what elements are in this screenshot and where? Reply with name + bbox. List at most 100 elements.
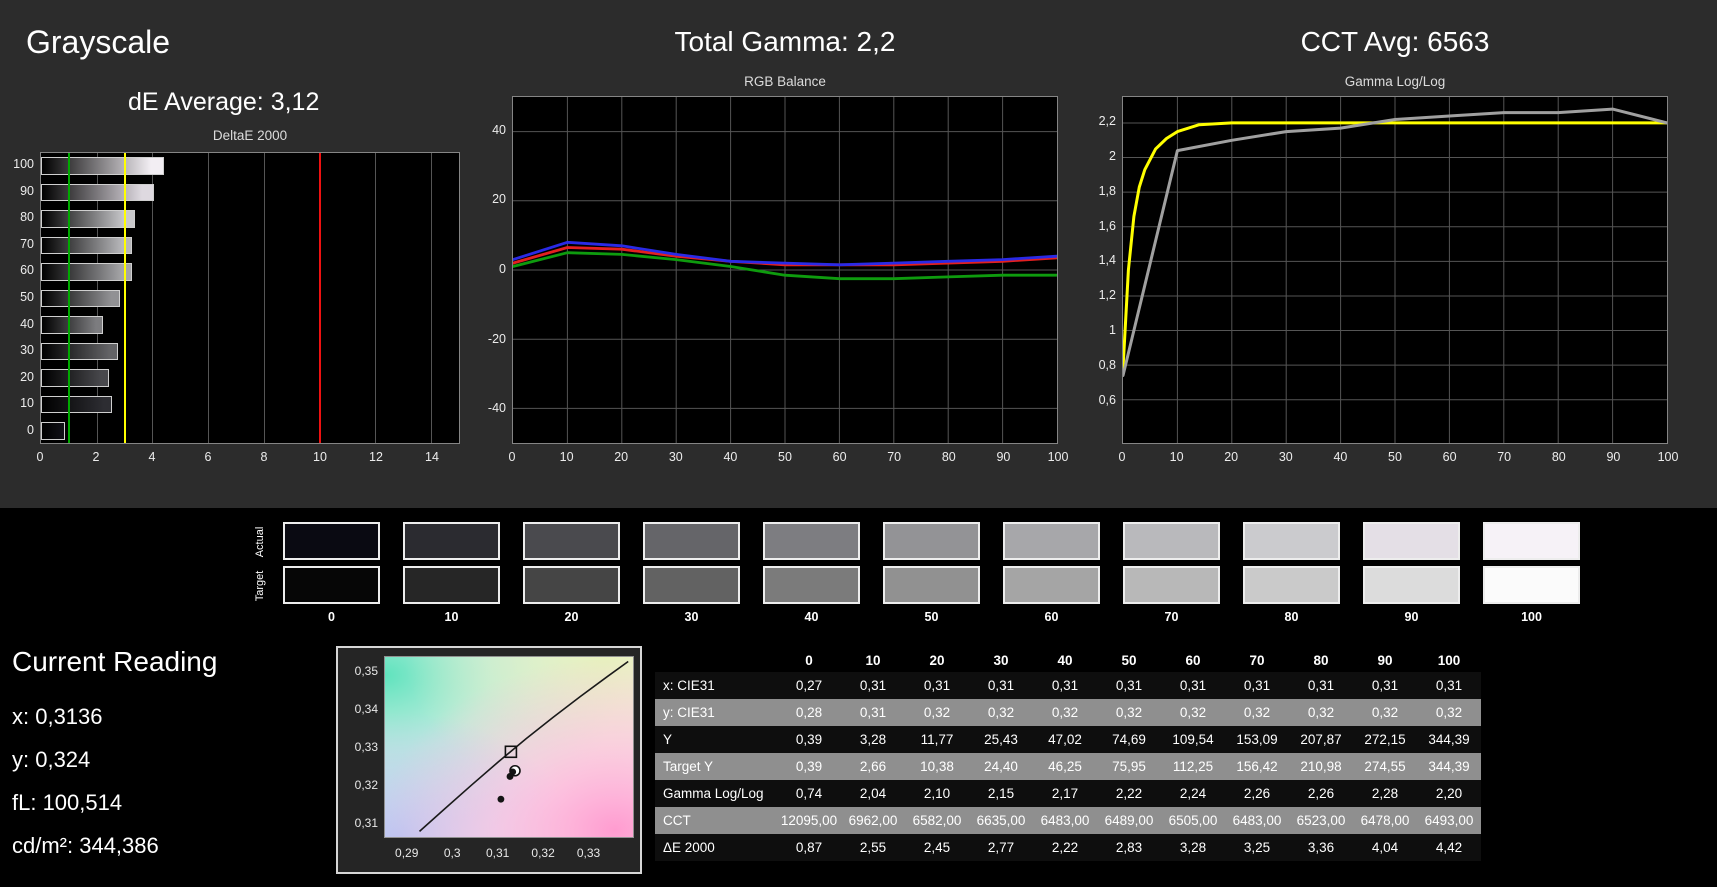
- swatch-column: 40: [763, 522, 860, 634]
- table-cell: 4,42: [1435, 840, 1463, 855]
- table-cell: 2,22: [1115, 786, 1143, 801]
- deltae-y-tick: 50: [20, 290, 34, 304]
- table-header-cell: 50: [1097, 648, 1161, 672]
- y-tick-label: 1,6: [1098, 218, 1116, 233]
- target-swatch: [643, 566, 740, 604]
- y-tick-label: -20: [487, 331, 506, 346]
- target-point-marker: [504, 745, 518, 759]
- table-cell: 0,32: [1051, 705, 1079, 720]
- actual-swatch: [1483, 522, 1580, 560]
- table-cell: 2,66: [859, 759, 887, 774]
- swatch-column: 0: [283, 522, 380, 634]
- table-cell: 2,28: [1371, 786, 1399, 801]
- table-cell: 207,87: [1300, 732, 1342, 747]
- row-label: y: CIE31: [663, 705, 715, 720]
- cie-x-tick: 0,32: [531, 846, 555, 860]
- y-tick-label: 20: [492, 192, 506, 207]
- table-cell: 2,20: [1435, 786, 1463, 801]
- page-title: Grayscale: [26, 24, 171, 60]
- table-cell: 153,09: [1236, 732, 1278, 747]
- table-cell: 75,95: [1112, 759, 1146, 774]
- swatch-column: 50: [883, 522, 980, 634]
- table-cell: 2,24: [1179, 786, 1207, 801]
- reading-fl: fL: 100,514: [12, 790, 123, 815]
- reference-line-green: [67, 153, 70, 443]
- swatch-label: 20: [564, 610, 579, 624]
- cie-diagram: 0,35 0,34 0,33 0,32 0,31 0,29 0,3 0,31 0,32 0,33: [336, 646, 642, 874]
- swatch-label: 80: [1284, 610, 1299, 624]
- table-cell: 0,31: [987, 678, 1015, 693]
- row-label: Target Y: [663, 759, 714, 774]
- table-cell: 0,31: [923, 678, 951, 693]
- deltae-bar: [41, 263, 133, 281]
- table-header-cell: 40: [1033, 648, 1097, 672]
- actual-swatch: [403, 522, 500, 560]
- cct-avg-title: CCT Avg: 6563: [1300, 26, 1490, 57]
- table-header-cell: 80: [1289, 648, 1353, 672]
- rgb-balance-plot-area: [513, 97, 1057, 443]
- current-reading-title: Current Reading: [12, 646, 218, 677]
- deltae-y-tick: 20: [20, 369, 34, 384]
- table-cell: 2,45: [923, 840, 951, 855]
- table-cell: 0,39: [795, 732, 823, 747]
- table-cell: 3,28: [859, 732, 887, 747]
- reading-x: x: 0,3136: [12, 704, 103, 729]
- row-label: Y: [663, 732, 673, 747]
- target-swatch: [763, 566, 860, 604]
- table-cell: 0,74: [795, 786, 823, 801]
- cie-y-tick: 0,32: [354, 777, 378, 792]
- y-tick-label: 1,8: [1098, 183, 1116, 198]
- swatch-label: 100: [1521, 610, 1542, 624]
- cie-x-tick: 0,29: [395, 846, 419, 860]
- deltae-bar: [41, 183, 154, 202]
- table-cell: 210,98: [1300, 759, 1342, 774]
- table-cell: 0,31: [859, 678, 887, 693]
- x-tick-label: 50: [778, 450, 792, 464]
- cie-y-tick: 0,31: [354, 815, 378, 830]
- table-head: 0 10 20 30 40 50 60 70 80 90 100: [655, 648, 1481, 672]
- y-tick-label: 2,2: [1098, 114, 1116, 129]
- deltae-y-tick: 10: [20, 396, 34, 411]
- table-cell: 2,83: [1115, 840, 1143, 855]
- deltae-y-tick: 60: [20, 263, 34, 278]
- table-cell: 2,77: [987, 840, 1015, 855]
- y-tick-label: 40: [492, 122, 506, 137]
- table-cell: 3,25: [1243, 840, 1271, 855]
- gridline: [263, 153, 265, 443]
- table-body: x: CIE31 0,27 0,31 0,31 0,31 0,31 0,31 0,31 0,31…: [655, 672, 1481, 861]
- table-row: y: CIE31 0,28 0,31 0,32 0,32 0,32 0,32 0,32 0,32…: [655, 699, 1481, 726]
- daylight-locus: [418, 660, 629, 832]
- y-tick-label: 2: [1109, 148, 1116, 163]
- swatch-label: 40: [804, 610, 819, 624]
- deltae-bar: [41, 369, 110, 387]
- x-tick-label: 100: [1657, 450, 1679, 464]
- table-cell: 4,04: [1371, 840, 1399, 855]
- table-cell: 0,31: [1371, 678, 1399, 693]
- deltae-bar: [41, 395, 113, 414]
- actual-swatch: [1363, 522, 1460, 560]
- rgb-balance-chart-title: RGB Balance: [744, 74, 826, 89]
- deltae-x-tick: 12: [369, 450, 383, 464]
- table-header-cell: 10: [841, 648, 905, 672]
- table-cell: 6582,00: [912, 813, 962, 828]
- measurements-table: 0 10 20 30 40 50 60 70 80 90 100 x: CIE31 0,27 0,31 0,…: [655, 648, 1481, 861]
- x-tick-label: 10: [1169, 450, 1184, 464]
- table-header-cell: 20: [905, 648, 969, 672]
- table-cell: 46,25: [1048, 759, 1082, 774]
- gamma-plot-area: [1123, 97, 1667, 443]
- target-swatch: [883, 566, 980, 604]
- table-cell: 6635,00: [976, 813, 1026, 828]
- deltae-x-tick: 2: [92, 450, 100, 464]
- deltae-y-tick: 0: [27, 422, 34, 437]
- table-corner-cell: [655, 648, 777, 672]
- reference-line-red: [318, 153, 321, 443]
- x-tick-label: 90: [996, 450, 1011, 464]
- deltae-y-tick: 90: [20, 183, 34, 198]
- table-cell: 344,39: [1428, 732, 1470, 747]
- deltae-chart: [40, 152, 460, 444]
- table-header-row: 0 10 20 30 40 50 60 70 80 90 100: [655, 648, 1481, 672]
- y-tick-label: 0,8: [1098, 357, 1116, 372]
- swatch-label: 90: [1404, 610, 1419, 624]
- measurement-dot: [506, 773, 514, 780]
- target-swatch: [1483, 566, 1580, 604]
